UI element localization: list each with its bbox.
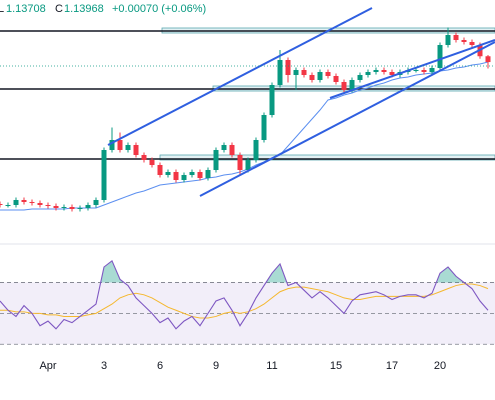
- candle-body: [317, 72, 323, 80]
- zone-box: [159, 154, 495, 161]
- x-axis: Apr 3 6 9 11 15 17 20: [39, 360, 446, 372]
- candle-body: [309, 75, 315, 80]
- candle-body: [373, 70, 379, 72]
- candle-body: [285, 60, 291, 75]
- candle-body: [365, 72, 371, 75]
- x-tick-label: Apr: [39, 360, 56, 372]
- candle-body: [189, 172, 195, 175]
- candle-body: [429, 68, 435, 72]
- candle-body: [277, 60, 283, 85]
- candle-body: [421, 70, 427, 72]
- x-tick-label: 17: [386, 360, 398, 372]
- candle-body: [341, 82, 347, 90]
- candle-body: [413, 70, 419, 71]
- candle-body: [85, 205, 91, 208]
- candle-body: [101, 150, 107, 200]
- candle-body: [109, 140, 115, 150]
- candle-body: [53, 206, 59, 208]
- change-value: +0.00070 (+0.06%): [112, 3, 206, 15]
- candle-body: [253, 140, 259, 160]
- candle-body: [125, 145, 131, 150]
- candle-body: [349, 80, 355, 90]
- candle-body: [269, 85, 275, 115]
- candle-body: [173, 172, 179, 180]
- candle-body: [261, 115, 267, 140]
- candle-body: [45, 205, 51, 206]
- candle-body: [149, 160, 155, 165]
- candle-body: [469, 42, 475, 45]
- candle-body: [301, 70, 307, 75]
- candle-body: [205, 170, 211, 178]
- candle-body: [389, 72, 395, 75]
- candle-body: [213, 150, 219, 170]
- x-tick-label: 11: [266, 360, 277, 372]
- candle-body: [333, 76, 339, 82]
- trend-line: [107, 7, 373, 146]
- low-label: L: [0, 3, 4, 15]
- x-tick-label: 15: [330, 360, 342, 372]
- low-value: 1.13708: [6, 3, 46, 15]
- candle-body: [245, 160, 251, 170]
- candle-body: [141, 155, 147, 160]
- candle-body: [237, 155, 243, 170]
- candle-body: [77, 208, 83, 209]
- candle-body: [197, 172, 203, 178]
- close-value: 1.13968: [64, 3, 104, 15]
- rsi-line: [0, 259, 489, 330]
- x-tick-label: 20: [434, 360, 446, 372]
- candle-body: [461, 40, 467, 42]
- x-tick-label: 6: [157, 360, 163, 372]
- legend-values: L 1.13708 C 1.13968 +0.00070 (+0.06%): [0, 3, 206, 15]
- candle-body: [381, 70, 387, 72]
- x-tick-label: 3: [101, 360, 107, 372]
- candle-body: [181, 175, 187, 180]
- candle-body: [221, 145, 227, 150]
- rsi-ma-line: [0, 283, 489, 319]
- rsi-pane: [0, 259, 495, 345]
- candle-body: [69, 207, 75, 209]
- zone-boxes: [159, 27, 495, 161]
- candle-body: [453, 35, 459, 40]
- candle-body: [0, 204, 3, 205]
- candle-body: [93, 200, 99, 205]
- candle-body: [485, 56, 491, 63]
- trend-line: [199, 41, 495, 197]
- candle-body: [357, 75, 363, 80]
- trend-lines: [107, 7, 495, 197]
- candle-body: [13, 200, 19, 205]
- candle-body: [325, 72, 331, 76]
- candle-body: [445, 35, 451, 45]
- candle-body: [437, 45, 443, 68]
- candle-body: [133, 145, 139, 155]
- candle-body: [165, 172, 171, 175]
- candle-body: [37, 203, 43, 205]
- candle-body: [117, 140, 123, 150]
- candle-body: [29, 202, 35, 203]
- candle-body: [157, 165, 163, 175]
- candle-body: [61, 207, 67, 208]
- trend-line: [329, 39, 495, 99]
- candle-body: [21, 200, 27, 202]
- close-label: C: [55, 3, 63, 15]
- candle-body: [5, 205, 11, 206]
- candle-body: [293, 70, 299, 75]
- x-tick-label: 9: [213, 360, 219, 372]
- candle-body: [229, 145, 235, 155]
- price-pane: [0, 27, 495, 212]
